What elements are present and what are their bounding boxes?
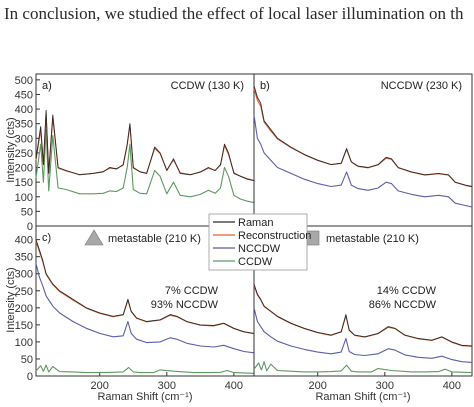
y-tick-label: 50 xyxy=(21,354,33,366)
y-tick-label: 0 xyxy=(27,221,33,233)
y-tick-label: 500 xyxy=(15,75,33,87)
panel-frame xyxy=(35,73,255,227)
y-tick-label: 100 xyxy=(15,192,33,204)
panel-a: 0 50 100 150 200 250 300 350 400 450 500 a) CCDW (13… xyxy=(15,73,255,233)
panel-title: metastable (210 K) xyxy=(108,233,201,245)
series-line-ccdw xyxy=(253,361,473,374)
x-tick-label: 200 xyxy=(309,380,327,392)
y-tick-label: 150 xyxy=(15,320,33,332)
y-tick-label: 250 xyxy=(15,286,33,298)
panel-letter: c) xyxy=(42,232,51,244)
annotation-ccdw-percent: 7% CCDW xyxy=(165,285,219,297)
annotation-nccdw-percent: 86% NCCDW xyxy=(369,299,437,311)
panel-letter: b) xyxy=(260,80,270,92)
y-tick-label: 100 xyxy=(15,337,33,349)
y-axis-label-top: Intensity (cts) xyxy=(5,117,17,182)
series-line-ccdw xyxy=(35,128,255,204)
series-line-raman xyxy=(253,283,473,347)
annotation-ccdw-percent: 14% CCDW xyxy=(377,285,437,297)
x-axis-label-right: Raman Shift (cm⁻¹) xyxy=(315,391,410,403)
triangle-marker xyxy=(84,229,104,246)
panel-c: 0 50 100 150 200 250 300 350 400 200 300 400 c) metas… xyxy=(15,225,255,392)
y-tick-label: 350 xyxy=(15,252,33,264)
panel-frame xyxy=(253,73,473,227)
x-tick-label: 200 xyxy=(91,380,109,392)
y-tick-label: 0 xyxy=(27,371,33,383)
panel-title: CCDW (130 K) xyxy=(171,80,244,92)
x-tick-label: 300 xyxy=(158,380,176,392)
y-tick-label: 400 xyxy=(15,235,33,247)
series-line-reconstruction xyxy=(253,285,473,347)
x-axis-label-left: Raman Shift (cm⁻¹) xyxy=(97,391,192,403)
y-tick-label: 200 xyxy=(15,303,33,315)
series-line-reconstruction xyxy=(35,112,255,181)
y-tick-label: 200 xyxy=(15,163,33,175)
series-line-nccdw xyxy=(35,263,255,354)
x-tick-label: 400 xyxy=(443,380,461,392)
panel-title: NCCDW (230 K) xyxy=(381,80,462,92)
legend-label-reconstruction: Reconstruction xyxy=(238,230,311,242)
panel-frame xyxy=(253,225,473,377)
panel-d: 200300400d)metastable (210 K)14% CCDW86%… xyxy=(253,225,473,392)
y-tick-label: 350 xyxy=(15,119,33,131)
y-tick-label: 400 xyxy=(15,104,33,116)
y-tick-label: 150 xyxy=(15,177,33,189)
series-line-raman xyxy=(253,85,473,187)
x-tick-label: 300 xyxy=(376,380,394,392)
y-tick-label: 50 xyxy=(21,206,33,218)
panel-title: metastable (210 K) xyxy=(326,233,419,245)
y-axis-label-bottom: Intensity (cts) xyxy=(5,267,17,332)
series-line-ccdw xyxy=(35,364,255,374)
series-line-nccdw xyxy=(253,307,473,363)
series-line-raman xyxy=(35,110,255,182)
y-tick-label: 250 xyxy=(15,148,33,160)
y-tick-label: 300 xyxy=(15,133,33,145)
panel-letter: a) xyxy=(42,80,52,92)
y-tick-label: 300 xyxy=(15,269,33,281)
legend-label-ccdw: CCDW xyxy=(238,256,273,268)
series-line-raman xyxy=(35,239,255,334)
y-tick-label: 450 xyxy=(15,89,33,101)
x-tick-label: 400 xyxy=(225,380,243,392)
legend: Raman Reconstruction NCCDW CCDW xyxy=(208,213,311,271)
legend-label-nccdw: NCCDW xyxy=(238,243,281,255)
legend-label-raman: Raman xyxy=(238,217,273,229)
series-line-nccdw xyxy=(253,114,473,208)
document-text-line: In conclusion, we studied the effect of … xyxy=(4,4,464,23)
annotation-nccdw-percent: 93% NCCDW xyxy=(151,299,219,311)
panel-b: b) NCCDW (230 K) xyxy=(253,73,473,227)
